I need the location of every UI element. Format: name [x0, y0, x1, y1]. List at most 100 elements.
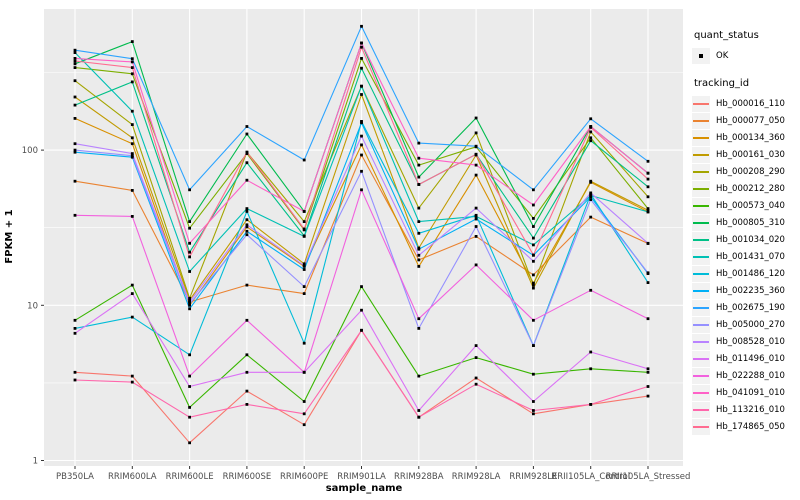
line-swatch-icon — [693, 204, 709, 207]
color-swatch-key — [692, 282, 710, 299]
data-point — [646, 394, 650, 398]
data-point — [245, 150, 249, 154]
legend-item-label: OK — [716, 50, 729, 61]
data-point — [417, 327, 421, 330]
line-swatch-icon — [693, 340, 709, 343]
data-point — [188, 441, 191, 445]
color-swatch-key — [692, 163, 710, 180]
data-point — [73, 213, 77, 217]
data-point — [589, 198, 593, 201]
data-point — [73, 57, 77, 60]
data-point — [589, 179, 593, 183]
data-point — [360, 66, 363, 70]
data-point — [188, 415, 191, 419]
x-tick-label: RRIM600PE — [280, 472, 328, 482]
legend-item-label: Hb_011496_010 — [716, 353, 785, 364]
data-point — [417, 317, 421, 321]
data-point — [130, 154, 134, 158]
legend-item-label: Hb_002675_190 — [716, 302, 785, 313]
data-point — [532, 344, 535, 347]
data-point — [130, 66, 134, 69]
data-point — [73, 378, 77, 382]
tracking-id-legend-title: tracking_id — [694, 78, 750, 89]
data-point — [474, 116, 478, 120]
data-point — [589, 139, 593, 143]
data-point — [73, 59, 77, 63]
data-point — [646, 195, 650, 199]
data-point — [245, 178, 249, 182]
data-point — [73, 327, 77, 330]
color-swatch-key — [692, 265, 710, 282]
x-tick-label: PB350LA — [56, 472, 94, 482]
data-point — [532, 203, 535, 207]
line-swatch-icon — [693, 238, 709, 241]
quant-status-legend: quant_status OK — [692, 30, 800, 64]
data-point — [532, 259, 535, 263]
data-point — [532, 188, 535, 192]
legend-item-Hb_001034_020: Hb_001034_020 — [692, 231, 800, 248]
y-tick-label: 1 — [33, 457, 38, 467]
legend-item-label: Hb_000161_030 — [716, 149, 785, 160]
data-point — [73, 66, 77, 69]
color-swatch-key — [692, 95, 710, 112]
data-point — [360, 121, 363, 125]
data-point — [646, 370, 650, 374]
data-point — [188, 353, 191, 357]
color-swatch-key — [692, 112, 710, 129]
y-axis-title: FPKM + 1 — [4, 209, 15, 264]
legend-item-Hb_005000_270: Hb_005000_270 — [692, 316, 800, 333]
data-point — [417, 183, 421, 186]
data-point — [360, 328, 363, 332]
data-point — [302, 262, 306, 266]
legend-item-Hb_002235_360: Hb_002235_360 — [692, 282, 800, 299]
data-point — [474, 152, 478, 156]
data-point — [360, 24, 363, 28]
data-point — [532, 281, 535, 285]
data-point — [302, 220, 306, 223]
data-point — [188, 241, 191, 245]
data-point — [474, 344, 478, 347]
color-swatch-key — [692, 129, 710, 146]
data-point — [73, 148, 77, 152]
data-point — [646, 385, 650, 388]
data-point — [130, 292, 134, 295]
data-point — [302, 285, 306, 288]
line-swatch-icon — [693, 289, 709, 292]
legend-item-Hb_001431_070: Hb_001431_070 — [692, 248, 800, 265]
data-point — [589, 350, 593, 354]
data-point — [532, 412, 535, 416]
data-point — [589, 288, 593, 292]
data-point — [245, 353, 249, 357]
data-point — [589, 130, 593, 134]
data-point — [245, 370, 249, 374]
data-point — [188, 255, 191, 259]
data-point — [302, 268, 306, 271]
data-point — [302, 227, 306, 231]
data-point — [532, 372, 535, 376]
x-tick-label: RRIM600LA — [108, 472, 157, 482]
x-tick-label: RRIM600LE — [166, 472, 214, 482]
data-point — [417, 258, 421, 262]
data-point — [417, 220, 421, 223]
x-tick-label: RRII105LA_Control — [551, 472, 630, 482]
data-point — [73, 318, 77, 322]
data-point — [474, 217, 478, 221]
legend-item-Hb_002675_190: Hb_002675_190 — [692, 299, 800, 316]
data-point — [245, 132, 249, 136]
legend-item-Hb_022288_010: Hb_022288_010 — [692, 367, 800, 384]
data-point — [302, 158, 306, 162]
data-point — [474, 235, 478, 238]
data-point — [417, 415, 421, 419]
data-point — [360, 41, 363, 45]
data-point — [474, 225, 478, 228]
legend-item-Hb_041091_010: Hb_041091_010 — [692, 384, 800, 401]
data-point — [646, 171, 650, 175]
data-point — [646, 241, 650, 245]
color-swatch-key — [692, 299, 710, 316]
legend-item-Hb_113216_010: Hb_113216_010 — [692, 401, 800, 418]
data-point — [245, 218, 249, 222]
data-point — [188, 307, 191, 311]
legend-item-Hb_000573_040: Hb_000573_040 — [692, 197, 800, 214]
data-point — [417, 247, 421, 251]
data-point — [417, 156, 421, 160]
